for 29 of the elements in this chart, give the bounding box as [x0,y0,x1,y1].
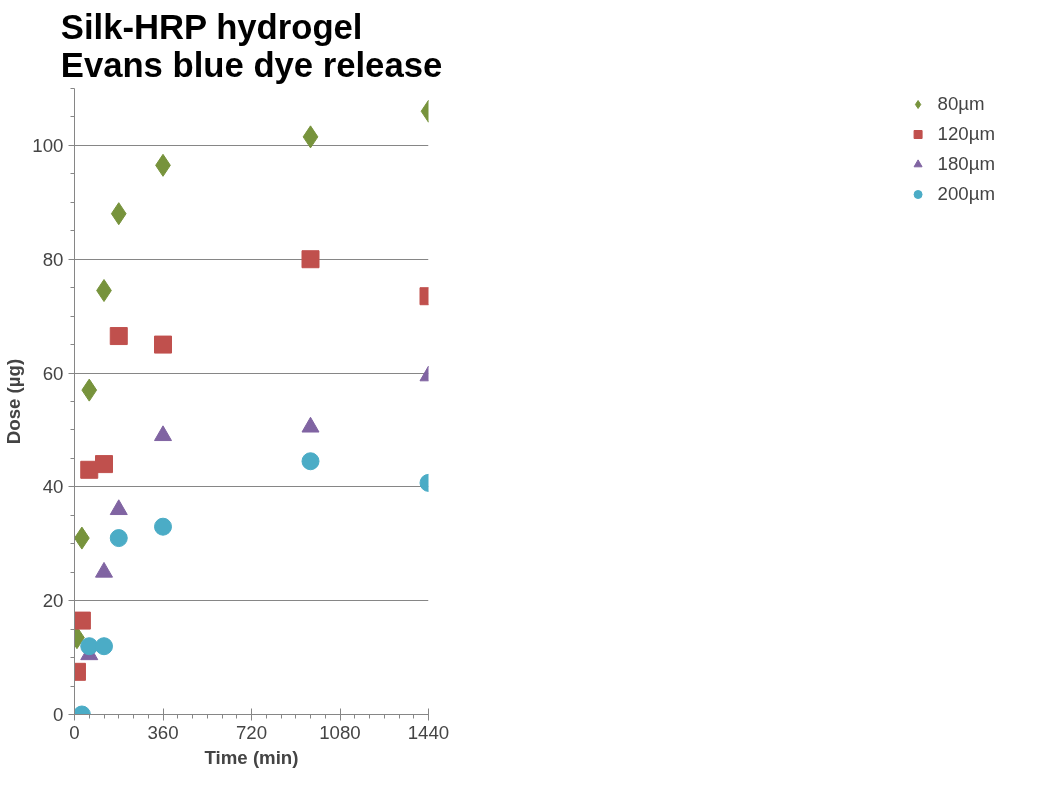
point [74,611,91,630]
point [110,202,127,226]
y-tick-label: 60 [42,362,64,384]
legend-label: 200µm [937,183,995,205]
x-tick-label: 1440 [407,721,450,743]
point [80,637,99,656]
x-tick-label: 360 [147,721,179,743]
x-tick-label: 1080 [319,721,361,743]
point [109,327,128,346]
x-axis-title: Time (min) [204,746,299,768]
y-tick-label: 80 [42,248,64,270]
point [95,637,113,656]
x-tick-label: 720 [235,721,268,743]
point [109,499,128,516]
legend-label: 120µm [937,123,995,145]
point [95,455,113,474]
point [154,517,172,536]
y-tick-label: 0 [53,704,64,725]
point [154,335,172,354]
chart-title: Silk-HRP hydrogel Evans blue dye release [60,7,443,84]
y-axis-title: Dose (µg) [3,358,25,445]
point [109,529,128,548]
x-tick-label: 0 [69,721,80,743]
y-tick-label: 20 [42,590,64,612]
y-tick-label: 100 [32,134,64,156]
legend-label: 80µm [937,93,985,115]
point [81,378,98,402]
y-tick-label: 40 [42,476,64,498]
legend-label: 180µm [937,153,995,175]
